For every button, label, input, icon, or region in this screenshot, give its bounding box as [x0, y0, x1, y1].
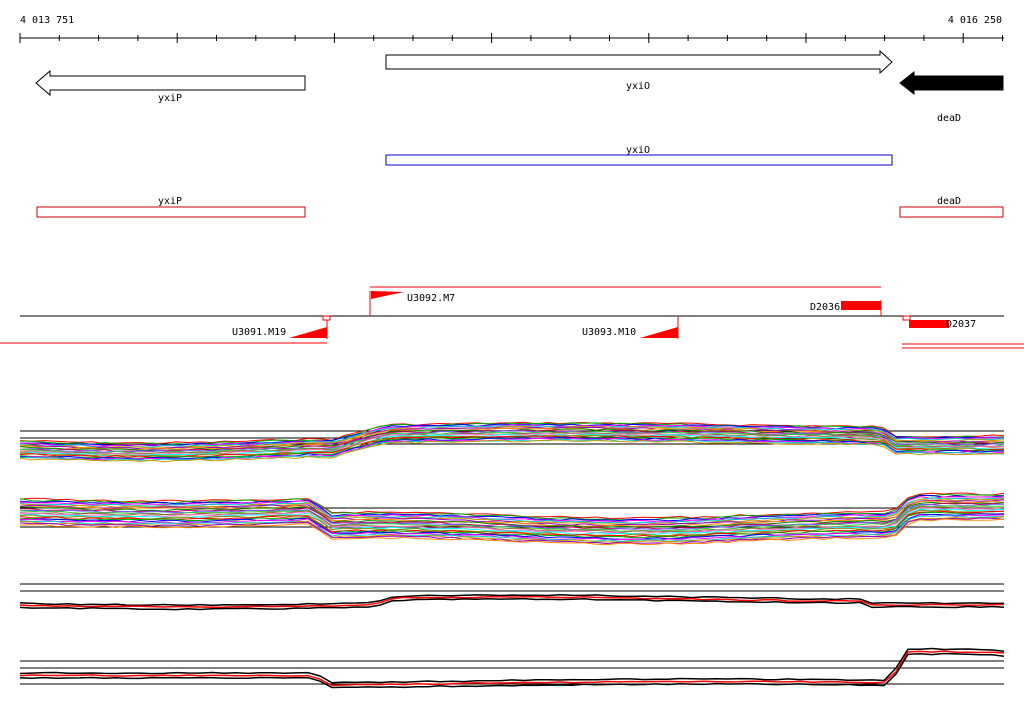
small-marker-right	[902, 315, 911, 321]
red-box-yxiP[interactable]	[36, 206, 306, 218]
expression-track-2	[19, 492, 1005, 546]
expression-track-4	[19, 647, 1005, 689]
expression-trace	[19, 597, 1005, 611]
feature-label-U3092: U3092.M7	[407, 293, 455, 304]
gene-label-yxiP: yxiP	[158, 93, 182, 104]
expression-trace	[19, 514, 1005, 541]
expression-trace	[19, 500, 1005, 527]
expression-trace	[19, 509, 1005, 537]
blue-annotation-track: yxiO	[385, 145, 893, 166]
expression-trace	[19, 593, 1005, 607]
expression-trace	[19, 650, 1005, 687]
expression-trace	[19, 647, 1005, 684]
expression-trace	[19, 492, 1005, 519]
expression-trace	[19, 518, 1005, 546]
gene-label-yxiO: yxiO	[626, 81, 650, 92]
promoter-flag-U3091[interactable]	[289, 327, 327, 338]
expression-trace	[19, 505, 1004, 532]
red-annotation-track: yxiP deaD	[36, 196, 1004, 218]
expression-trace	[19, 497, 1004, 524]
blue-box-yxiO[interactable]	[385, 154, 893, 166]
expression-trace	[19, 436, 1005, 459]
coordinate-ruler: 4 013 751 4 016 250	[19, 15, 1004, 43]
gene-arrow-yxiP[interactable]	[35, 69, 306, 97]
expression-trace	[19, 433, 1005, 457]
expression-trace	[19, 595, 1005, 609]
feature-label-U3093: U3093.M10	[582, 327, 636, 338]
blue-box-label: yxiO	[626, 145, 650, 156]
terminator-D2037[interactable]	[909, 320, 949, 328]
expression-trace	[19, 652, 1005, 689]
red-box-label-yxiP: yxiP	[158, 196, 182, 207]
gene-arrow-track: yxiP yxiO deaD	[35, 49, 1004, 124]
expression-trace	[19, 496, 1005, 523]
red-box-deaD[interactable]	[899, 206, 1004, 218]
expression-trace	[19, 502, 1005, 530]
expression-trace	[19, 438, 1005, 461]
transcription-feature-track: U3092.M7 D2036 U3091.M19 U3093.M10 D2037	[0, 286, 1024, 349]
feature-label-D2037: D2037	[946, 319, 976, 330]
ruler-ticks	[19, 33, 1003, 43]
expression-trace	[19, 515, 1005, 542]
gene-arrow-yxiO[interactable]	[385, 49, 893, 75]
feature-label-U3091: U3091.M19	[232, 327, 286, 338]
gene-label-deaD: deaD	[937, 113, 961, 124]
promoter-flag-U3093[interactable]	[640, 327, 678, 338]
expression-track-1	[19, 421, 1005, 463]
expression-trace	[19, 439, 1005, 463]
promoter-flag-U3092[interactable]	[371, 291, 404, 299]
red-box-label-deaD: deaD	[937, 196, 961, 207]
expression-trace	[19, 511, 1005, 539]
ruler-end-label: 4 016 250	[948, 15, 1002, 26]
expression-trace	[19, 422, 1005, 446]
small-marker-left	[322, 315, 331, 321]
ruler-start-label: 4 013 751	[20, 15, 74, 26]
expression-trace	[19, 510, 1005, 538]
expression-trace	[19, 493, 1005, 521]
gene-arrow-deaD[interactable]	[899, 70, 1004, 96]
expression-trace	[19, 429, 1005, 453]
terminator-D2036[interactable]	[841, 301, 881, 310]
expression-track-3	[19, 583, 1005, 611]
feature-label-D2036: D2036	[810, 302, 840, 313]
expression-trace	[19, 501, 1005, 529]
expression-trace	[19, 494, 1005, 522]
